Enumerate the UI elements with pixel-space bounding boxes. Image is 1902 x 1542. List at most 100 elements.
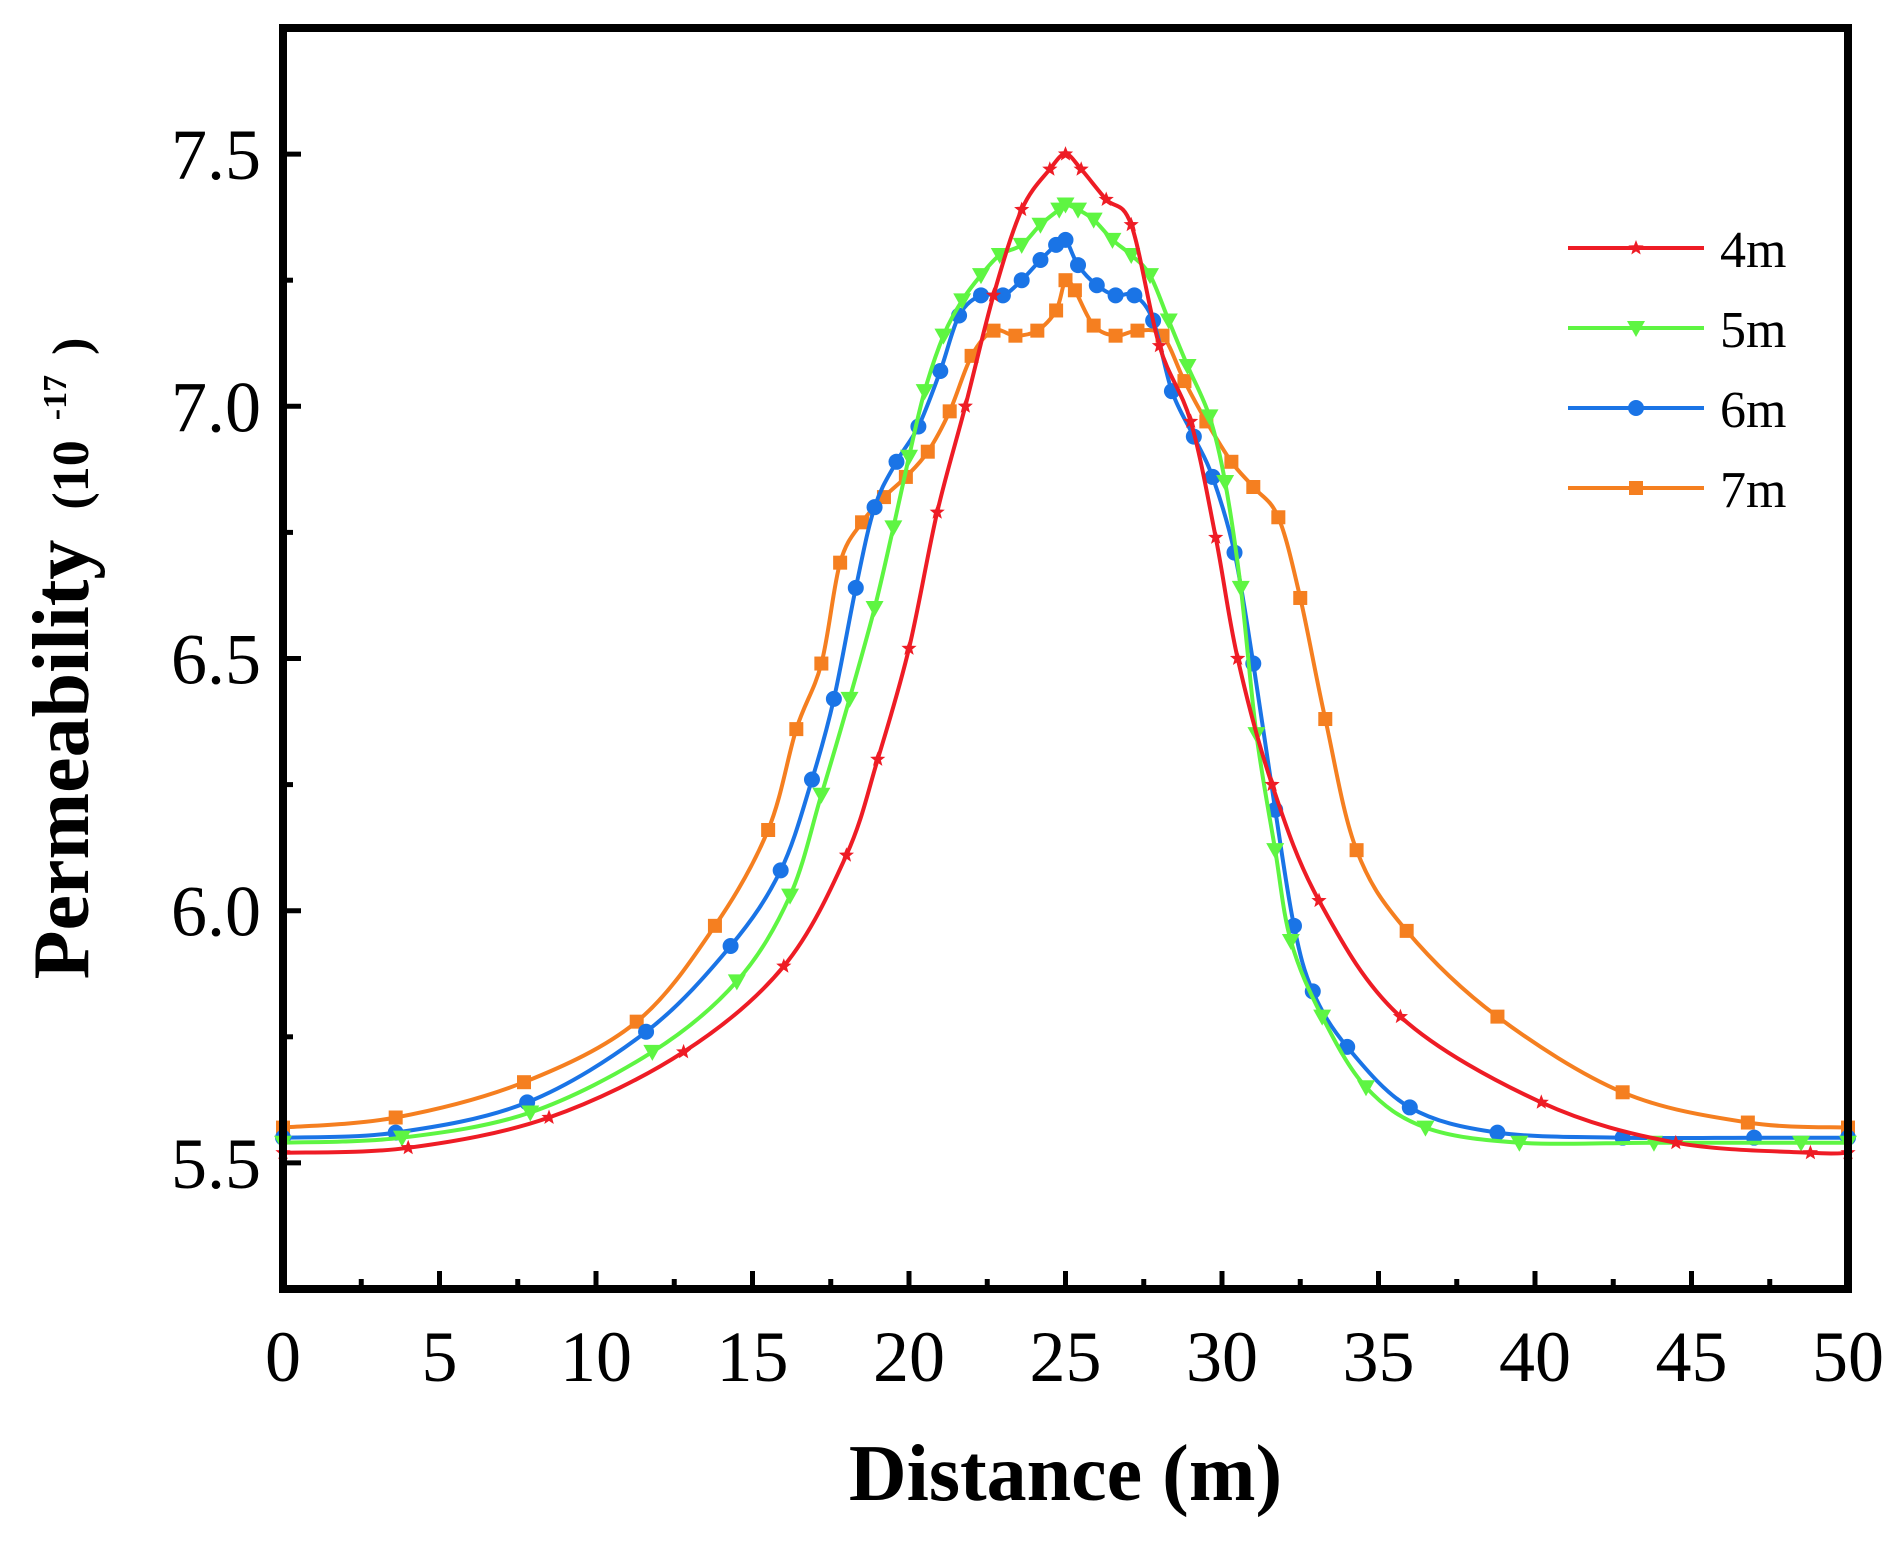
data-point-4m <box>901 640 917 655</box>
legend: 4m 5m 6m 7m <box>1568 222 1786 519</box>
data-point-7m <box>1030 323 1045 338</box>
x-tick-label: 45 <box>1656 1317 1728 1397</box>
data-point-5m <box>392 1130 411 1147</box>
plot-area-frame <box>279 24 1852 1293</box>
data-point-5m <box>781 888 800 905</box>
axis-ticks <box>280 25 1851 1292</box>
data-point-7m <box>1271 510 1286 525</box>
x-tick-label: 40 <box>1499 1317 1571 1397</box>
data-point-5m <box>1056 197 1075 214</box>
data-point-6m <box>1088 277 1105 294</box>
data-point-5m <box>1141 268 1160 285</box>
data-point-7m <box>942 404 957 419</box>
data-point-5m <box>1178 358 1197 375</box>
data-point-5m <box>1084 212 1103 229</box>
data-point-6m <box>994 287 1011 304</box>
x-tick-label: 50 <box>1812 1317 1884 1397</box>
x-axis-title: Distance (m) <box>849 1430 1282 1518</box>
legend-item-6m: 6m <box>1568 382 1786 439</box>
data-point-5m <box>1159 313 1178 330</box>
x-tick-label: 30 <box>1186 1317 1258 1397</box>
data-point-5m <box>812 787 831 804</box>
data-point-4m <box>985 287 1002 302</box>
series-line-6m <box>282 236 1848 1141</box>
data-point-4m <box>776 958 792 973</box>
data-point-7m <box>986 323 1001 338</box>
data-point-6m <box>1107 287 1124 304</box>
data-point-4m <box>676 1043 692 1059</box>
data-point-6m <box>825 690 842 707</box>
data-point-4m <box>957 398 973 413</box>
data-point-5m <box>1031 217 1050 234</box>
data-point-4m <box>1533 1094 1549 1109</box>
y-tick-label: 6.0 <box>171 872 261 952</box>
data-point-5m <box>727 974 746 991</box>
data-point-7m <box>1008 328 1023 343</box>
data-point-7m <box>855 515 870 530</box>
y-tick-label: 7.0 <box>171 367 261 447</box>
series-4m <box>275 146 1856 1160</box>
x-tick-label: 5 <box>422 1317 458 1397</box>
data-point-5m <box>1356 1080 1375 1097</box>
data-point-7m <box>1318 712 1333 727</box>
data-point-4m <box>1014 201 1030 217</box>
y-axis-unit-base: (10 <box>43 440 100 509</box>
x-tick-label: 0 <box>265 1317 301 1397</box>
data-point-6m <box>803 771 820 788</box>
y-axis-unit-close: ) <box>43 338 100 355</box>
data-point-6m <box>1013 272 1030 289</box>
legend-marker <box>1627 321 1645 337</box>
data-point-7m <box>1108 328 1123 343</box>
data-point-5m <box>1216 474 1235 491</box>
data-point-7m <box>1293 590 1308 605</box>
data-point-5m <box>990 247 1009 264</box>
data-point-4m <box>1073 161 1089 176</box>
data-point-7m <box>1130 323 1145 338</box>
legend-item-4m: 4m <box>1568 222 1786 279</box>
data-point-6m <box>1126 287 1143 304</box>
legend-label: 4m <box>1720 222 1786 279</box>
data-point-7m <box>1067 283 1082 298</box>
data-point-6m <box>1489 1124 1506 1141</box>
x-tick-label: 25 <box>1030 1317 1102 1397</box>
data-point-4m <box>929 504 945 519</box>
data-point-4m <box>870 751 886 766</box>
y-axis-title-main: Permeability <box>18 540 106 980</box>
legend-label: 5m <box>1720 302 1786 359</box>
y-tick-label: 7.5 <box>171 115 261 195</box>
data-point-4m <box>1802 1144 1818 1160</box>
data-point-6m <box>1032 252 1049 269</box>
data-point-6m <box>1339 1038 1356 1055</box>
data-point-7m <box>1177 374 1192 389</box>
data-point-7m <box>1246 480 1261 495</box>
data-point-7m <box>517 1075 532 1090</box>
data-point-4m <box>1183 413 1199 428</box>
data-point-5m <box>1122 247 1141 264</box>
data-point-5m <box>1200 409 1219 426</box>
data-point-5m <box>1012 237 1031 254</box>
data-point-4m <box>1392 1008 1408 1024</box>
data-point-7m <box>707 918 722 933</box>
x-tick-label: 35 <box>1343 1317 1415 1397</box>
data-point-5m <box>934 328 953 345</box>
legend-label: 7m <box>1720 462 1786 519</box>
data-point-7m <box>1086 318 1101 333</box>
y-axis-unit-exponent: -17 <box>37 375 74 420</box>
data-point-7m <box>814 656 829 671</box>
data-point-4m <box>1208 529 1224 544</box>
data-point-5m <box>915 384 934 401</box>
data-point-5m <box>1231 580 1250 597</box>
data-point-4m <box>400 1139 416 1155</box>
data-point-4m <box>1098 191 1114 206</box>
x-tick-label: 10 <box>560 1317 632 1397</box>
data-point-6m <box>932 362 949 379</box>
y-tick-label: 5.5 <box>171 1124 261 1204</box>
data-point-4m <box>1151 337 1167 353</box>
data-point-6m <box>1070 257 1087 274</box>
data-point-5m <box>521 1105 540 1122</box>
data-point-7m <box>789 722 804 737</box>
legend-item-5m: 5m <box>1568 302 1786 359</box>
data-point-4m <box>1123 216 1139 232</box>
data-point-5m <box>643 1044 662 1061</box>
